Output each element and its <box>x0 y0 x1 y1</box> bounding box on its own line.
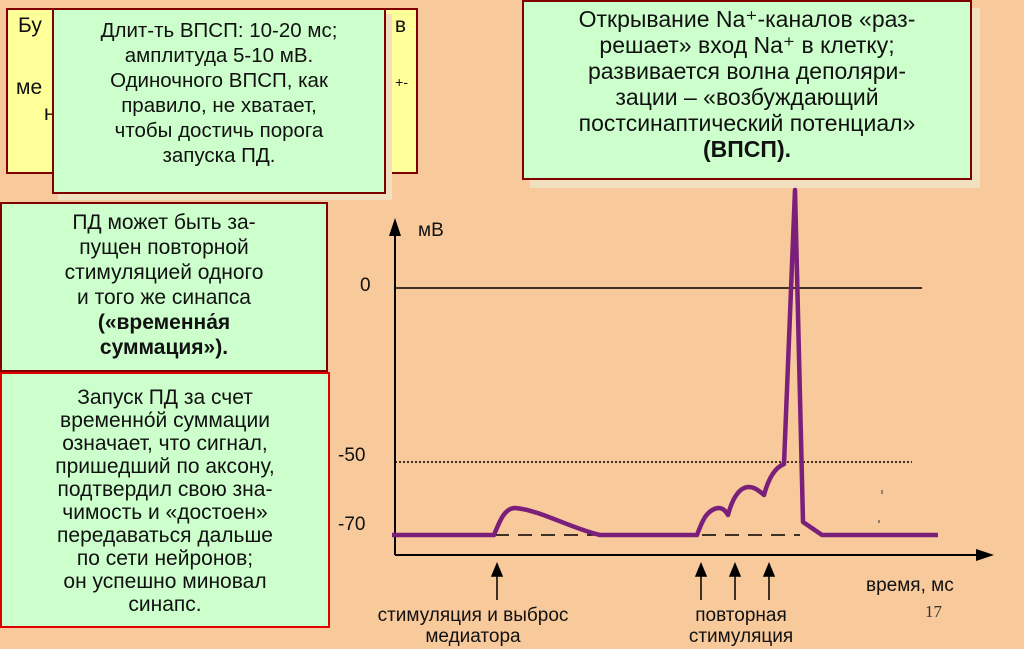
temporal-bold-1: («временна́я <box>97 311 231 334</box>
temporal-line-4: и того же синапса <box>77 286 251 309</box>
x-axis-label: время, мс <box>866 575 954 596</box>
conclusion-line-4: пришедший по аксону, <box>55 455 275 478</box>
conclusion-line-7: передаваться дальше <box>57 524 273 547</box>
na-channels-box: Открывание Na⁺-каналов «раз- решает» вхо… <box>522 0 972 180</box>
conclusion-line-6: чимость и «достоен» <box>62 501 268 524</box>
stim-arrow-2-head <box>694 562 708 577</box>
conclusion-line-5: подтвердил свою зна- <box>57 478 273 501</box>
epsp-line-1: Длит-ть ВПСП: 10-20 мс; <box>100 19 338 42</box>
temporal-line-1: ПД может быть за- <box>72 211 256 234</box>
stim1-label: стимуляция и выброс медиатора <box>362 605 584 647</box>
conclusion-line-1: Запуск ПД за счет <box>77 386 253 409</box>
stimulation-arrows <box>490 562 776 600</box>
na-line-1: Открывание Na⁺-каналов «раз- <box>578 6 916 32</box>
epsp-duration-box: Длит-ть ВПСП: 10-20 мс; амплитуда 5-10 м… <box>52 8 386 194</box>
na-line-4: зации – «возбуждающий <box>615 84 879 110</box>
na-line-bold: (ВПСП). <box>703 136 791 162</box>
temporal-line-2: пущен повторной <box>79 236 249 259</box>
yellow-box-text-3: ме <box>16 76 43 99</box>
temporal-summation-box: ПД может быть за- пущен повторной стимул… <box>0 202 328 372</box>
conclusion-line-8: по сети нейронов; <box>76 547 254 570</box>
x-axis-arrowhead <box>976 549 994 561</box>
na-line-2: решает» вход Na⁺ в клетку; <box>599 32 895 58</box>
na-line-5: постсинаптический потенциал» <box>578 110 916 136</box>
na-line-3: развивается волна деполяри- <box>587 58 906 84</box>
stim2-label-line-2: стимуляция <box>688 626 794 647</box>
stim2-label: повторная стимуляция <box>666 605 816 647</box>
yellow-box-text-4: +- <box>395 74 408 90</box>
tick-label-minus50: -50 <box>338 445 366 466</box>
stim-arrow-3-head <box>728 562 742 577</box>
conclusion-line-9: он успешно миновал <box>63 570 267 593</box>
conclusion-box: Запуск ПД за счет временно́й суммации оз… <box>0 372 330 628</box>
yellow-box-text-1: Бу <box>18 14 42 37</box>
epsp-line-2: амплитуда 5-10 мВ. <box>124 44 314 67</box>
stim2-label-line-1: повторная <box>695 605 787 626</box>
epsp-line-6: запуска ПД. <box>162 144 276 167</box>
temporal-bold-2: суммация»). <box>99 336 229 359</box>
slide-number: 17 <box>925 602 942 621</box>
yellow-box-text-5: н <box>44 102 56 125</box>
conclusion-line-10: синапс. <box>128 593 202 616</box>
stim-arrow-1-head <box>490 562 504 577</box>
stim1-label-line-2: медиатора <box>425 626 521 647</box>
conclusion-line-3: означает, что сигнал, <box>62 432 268 455</box>
epsp-line-4: правило, не хватает, <box>121 94 317 117</box>
epsp-line-5: чтобы достичь порога <box>114 119 324 142</box>
membrane-potential-trace <box>392 187 938 538</box>
yellow-box-text-2: в <box>394 14 406 37</box>
tick-label-minus70: -70 <box>338 514 366 535</box>
stim-arrow-4-head <box>762 562 776 577</box>
y-axis-arrowhead <box>389 218 401 236</box>
y-axis-label: мВ <box>418 220 444 241</box>
stim1-label-line-1: стимуляция и выброс <box>377 605 569 626</box>
conclusion-line-2: временно́й суммации <box>60 409 270 432</box>
temporal-line-3: стимуляцией одного <box>64 261 264 284</box>
tick-label-0: 0 <box>360 275 371 296</box>
epsp-line-3: Одиночного ВПСП, как <box>110 69 328 92</box>
